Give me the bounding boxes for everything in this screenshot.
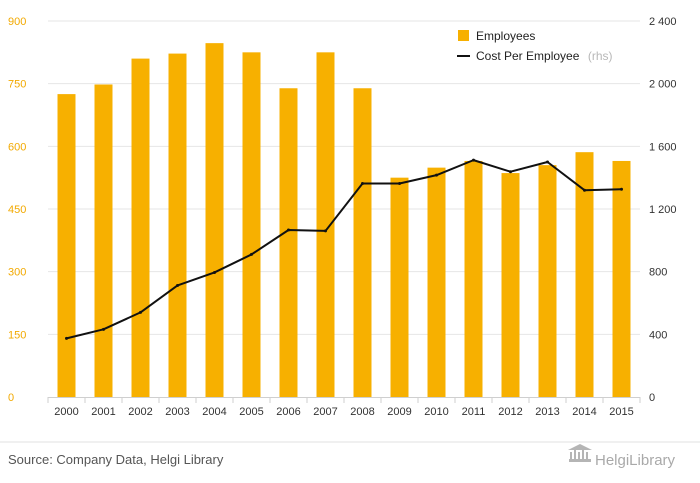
x-tick-label: 2004 <box>202 406 226 418</box>
point-cost-per-employee-2008 <box>361 181 364 185</box>
x-tick-label: 2005 <box>239 406 263 418</box>
legend-name-cost: Cost Per Employee <box>476 49 580 63</box>
x-tick-label: 2006 <box>276 406 300 418</box>
x-tick-label: 2002 <box>128 406 152 418</box>
point-cost-per-employee-2000 <box>65 336 68 340</box>
legend-note-rhs: (rhs) <box>588 49 613 63</box>
y-right-tick-label: 1 200 <box>649 204 677 216</box>
bars-employees <box>57 43 631 398</box>
y-left-tick-label: 0 <box>8 392 14 404</box>
y-left-tick-label: 750 <box>8 79 26 91</box>
bar-employees-2000 <box>57 94 76 397</box>
y-left-tick-label: 600 <box>8 141 26 153</box>
point-cost-per-employee-2011 <box>472 158 475 162</box>
point-cost-per-employee-2005 <box>250 252 253 256</box>
bar-employees-2012 <box>501 173 520 397</box>
bar-employees-2006 <box>279 88 298 398</box>
axes: 0 150 300 450 600 750 900 0 400 800 1 200 1 600 2 00… <box>8 16 677 418</box>
legend: Employees Cost Per Employee (rhs) <box>457 29 613 64</box>
point-cost-per-employee-2014 <box>583 188 586 192</box>
bar-employees-2003 <box>168 53 187 397</box>
x-tick-label: 2014 <box>572 406 596 418</box>
point-cost-per-employee-2006 <box>287 228 290 232</box>
bar-employees-2009 <box>390 177 409 397</box>
bar-employees-2005 <box>242 52 261 397</box>
x-tick-label: 2001 <box>91 406 115 418</box>
y-right-tick-label: 2 000 <box>649 79 677 91</box>
point-cost-per-employee-2009 <box>398 181 401 185</box>
library-building-icon <box>568 444 592 462</box>
x-tick-label: 2003 <box>165 406 189 418</box>
y-left-tick-label: 450 <box>8 204 26 216</box>
y-right-tick-label: 0 <box>649 392 655 404</box>
point-cost-per-employee-2012 <box>509 170 512 174</box>
line-cost-per-employee <box>65 158 623 340</box>
x-tick-label: 2015 <box>609 406 633 418</box>
bar-employees-2011 <box>464 160 483 397</box>
legend-label-employees: Employees <box>476 29 535 43</box>
bar-employees-2002 <box>131 58 150 397</box>
bar-employees-2014 <box>575 152 594 397</box>
point-cost-per-employee-2001 <box>102 327 105 331</box>
point-cost-per-employee-2003 <box>176 283 179 287</box>
y-left-tick-label: 900 <box>8 16 26 28</box>
x-tick-label: 2010 <box>424 406 448 418</box>
legend-label-cost-per-employee: Cost Per Employee (rhs) <box>476 47 613 64</box>
point-cost-per-employee-2004 <box>213 270 216 274</box>
y-right-tick-label: 1 600 <box>649 141 677 153</box>
bar-employees-2013 <box>538 165 557 397</box>
point-cost-per-employee-2013 <box>546 160 549 164</box>
x-tick-label: 2008 <box>350 406 374 418</box>
helgi-library-logo[interactable]: HelgiLibrary <box>568 444 676 469</box>
x-tick-label: 2007 <box>313 406 337 418</box>
bar-employees-2007 <box>316 52 335 397</box>
legend-swatch-employees <box>458 30 469 41</box>
y-left-tick-label: 150 <box>8 329 26 341</box>
bar-employees-2001 <box>94 84 113 397</box>
y-right-tick-label: 2 400 <box>649 16 677 28</box>
bar-employees-2004 <box>205 43 224 398</box>
line-cost-per-employee-path <box>66 159 622 340</box>
x-tick-label: 2009 <box>387 406 411 418</box>
x-tick-label: 2012 <box>498 406 522 418</box>
y-left-tick-label: 300 <box>8 267 26 279</box>
bar-employees-2010 <box>427 167 446 397</box>
bar-employees-2008 <box>353 88 372 398</box>
x-tick-label: 2011 <box>462 406 486 418</box>
x-tick-label: 2000 <box>54 406 78 418</box>
point-cost-per-employee-2015 <box>620 187 623 191</box>
brand-name: HelgiLibrary <box>595 452 676 469</box>
x-tick-label: 2013 <box>535 406 559 418</box>
point-cost-per-employee-2002 <box>139 310 142 314</box>
y-right-tick-label: 400 <box>649 329 667 341</box>
point-cost-per-employee-2007 <box>324 229 327 233</box>
point-cost-per-employee-2010 <box>435 173 438 177</box>
bar-employees-2015 <box>612 160 631 397</box>
source-note: Source: Company Data, Helgi Library <box>8 452 224 467</box>
y-right-tick-label: 800 <box>649 267 667 279</box>
